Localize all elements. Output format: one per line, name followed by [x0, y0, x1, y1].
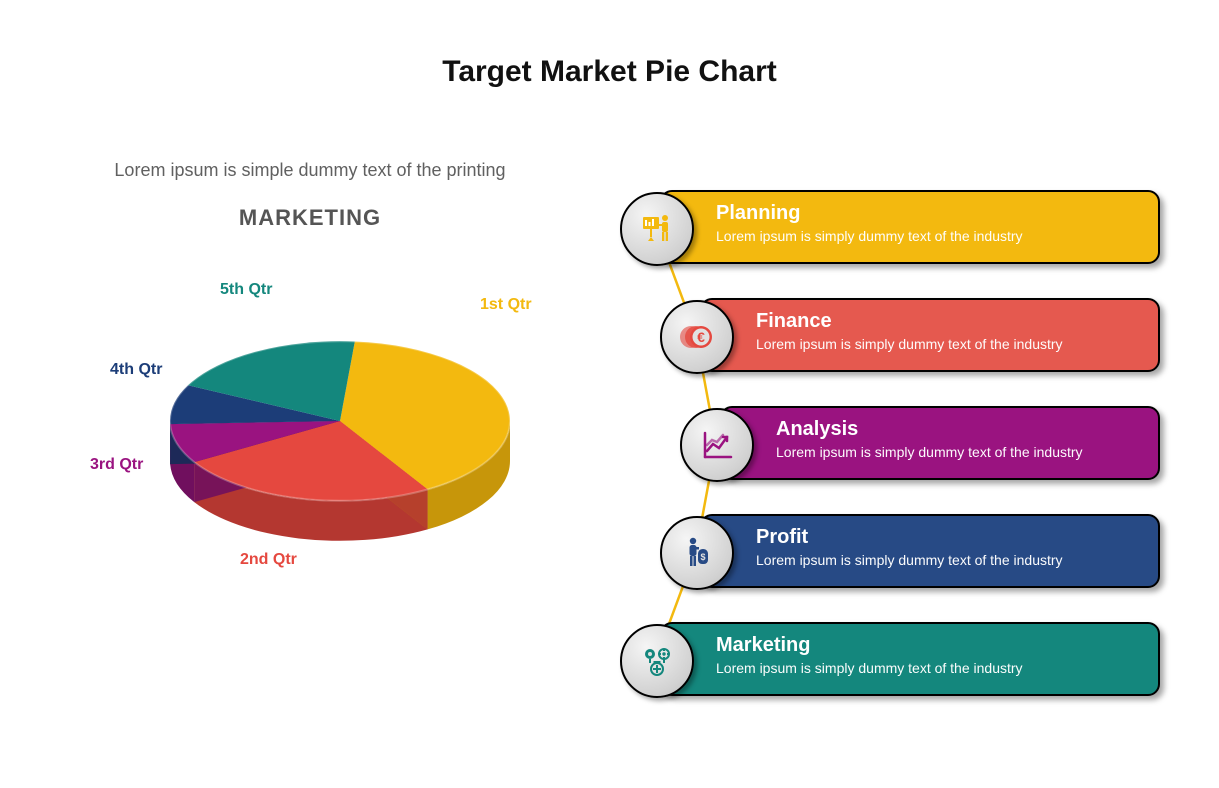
item-finance: Finance Lorem ipsum is simply dummy text … [660, 298, 1160, 372]
item-title-profit: Profit [756, 526, 1158, 548]
profit-icon: $ [660, 516, 734, 590]
pie-label-q4: 4th Qtr [110, 361, 162, 379]
svg-text:$: $ [700, 552, 705, 562]
subtitle: Lorem ipsum is simple dummy text of the … [110, 153, 510, 187]
svg-text:€: € [697, 329, 705, 345]
chart-title: MARKETING [60, 205, 560, 231]
stage: Target Market Pie Chart Lorem ipsum is s… [0, 0, 1219, 788]
item-analysis: Analysis Lorem ipsum is simply dummy text… [680, 406, 1160, 480]
page-title: Target Market Pie Chart [0, 55, 1219, 89]
pie-label-q2: 2nd Qtr [240, 551, 297, 569]
pie-label-q3: 3rd Qtr [90, 456, 143, 474]
left-panel: Lorem ipsum is simple dummy text of the … [60, 145, 560, 705]
item-desc-planning: Lorem ipsum is simply dummy text of the … [716, 228, 1158, 244]
pie-label-q1: 1st Qtr [480, 296, 532, 314]
pie-label-q5: 5th Qtr [220, 281, 272, 299]
item-desc-profit: Lorem ipsum is simply dummy text of the … [756, 552, 1158, 568]
bar-marketing: Marketing Lorem ipsum is simply dummy tex… [660, 622, 1160, 696]
right-panel: Planning Lorem ipsum is simply dummy text… [580, 190, 1180, 750]
marketing-icon [620, 624, 694, 698]
item-desc-marketing: Lorem ipsum is simply dummy text of the … [716, 660, 1158, 676]
bar-finance: Finance Lorem ipsum is simply dummy text … [700, 298, 1160, 372]
bar-planning: Planning Lorem ipsum is simply dummy text… [660, 190, 1160, 264]
item-title-marketing: Marketing [716, 634, 1158, 656]
finance-icon: € [660, 300, 734, 374]
item-desc-analysis: Lorem ipsum is simply dummy text of the … [776, 444, 1158, 460]
bar-analysis: Analysis Lorem ipsum is simply dummy text… [720, 406, 1160, 480]
bar-profit: Profit Lorem ipsum is simply dummy text o… [700, 514, 1160, 588]
analysis-icon [680, 408, 754, 482]
item-profit: Profit Lorem ipsum is simply dummy text o… [660, 514, 1160, 588]
item-title-analysis: Analysis [776, 418, 1158, 440]
item-marketing: Marketing Lorem ipsum is simply dummy tex… [620, 622, 1160, 696]
item-title-finance: Finance [756, 310, 1158, 332]
item-desc-finance: Lorem ipsum is simply dummy text of the … [756, 336, 1158, 352]
pie-chart: 1st Qtr 2nd Qtr 3rd Qtr 4th Qtr 5th Qtr [80, 271, 540, 571]
planning-icon [620, 192, 694, 266]
item-title-planning: Planning [716, 202, 1158, 224]
item-planning: Planning Lorem ipsum is simply dummy text… [620, 190, 1160, 264]
